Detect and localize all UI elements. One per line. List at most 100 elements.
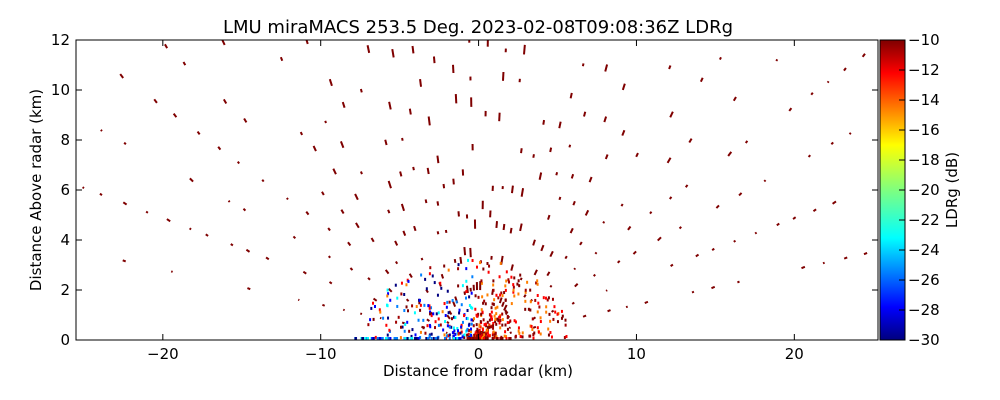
echo-pixel	[505, 335, 508, 339]
echo-pixel	[553, 305, 556, 309]
echo-pixel	[480, 312, 483, 316]
echo-streak	[387, 180, 392, 189]
colorbar-tick-label: −12	[908, 61, 940, 79]
echo-streak	[688, 138, 693, 144]
echo-ground-pixel	[458, 337, 461, 340]
echo-pixel	[419, 308, 422, 312]
echo-streak	[666, 157, 672, 164]
echo-pixel	[479, 325, 482, 329]
echo-pixel	[464, 296, 467, 300]
echo-pixel	[426, 324, 429, 328]
echo-pixel	[447, 311, 450, 315]
echo-pixel	[422, 326, 425, 330]
echo-pixel	[492, 324, 495, 328]
echo-streak	[807, 154, 811, 158]
echo-pixel	[437, 323, 440, 327]
echo-streak	[332, 168, 337, 175]
echo-streak	[408, 273, 413, 279]
echo-streak	[265, 256, 270, 261]
echo-streak	[532, 154, 535, 158]
echo-pixel	[545, 296, 548, 300]
echo-pixel	[504, 288, 507, 292]
echo-pixel	[434, 320, 437, 324]
echo-pixel	[474, 331, 477, 335]
echo-pixel	[448, 300, 451, 304]
echo-streak	[236, 161, 240, 165]
echo-pixel	[483, 323, 486, 327]
echo-pixel	[501, 294, 504, 298]
echo-pixel	[481, 295, 484, 299]
echo-pixel	[460, 303, 463, 307]
plot-frame	[75, 39, 879, 341]
echo-pixel	[499, 318, 502, 322]
echo-pixel	[490, 306, 493, 310]
echo-pixel	[486, 330, 489, 334]
echo-streak	[394, 240, 399, 246]
colorbar-ticks: −10 −12 −14 −16 −18 −20 −22 −24 −26 −28 −30	[899, 31, 940, 349]
echo-pixel	[493, 335, 496, 339]
echo-streak	[555, 171, 559, 176]
echo-streak	[495, 221, 499, 229]
echo-streak	[632, 250, 637, 255]
echo-pixel	[513, 319, 516, 323]
echo-pixel	[395, 320, 398, 324]
echo-pixel	[436, 293, 439, 297]
echo-streak	[861, 53, 866, 58]
echo-streak	[699, 77, 704, 83]
echo-pixel	[396, 304, 399, 308]
echo-pixel	[477, 295, 480, 299]
echo-streak	[737, 280, 740, 284]
echo-ground-pixel	[484, 337, 487, 340]
echo-streak	[533, 269, 538, 276]
echo-pixel	[422, 318, 425, 322]
echo-streak	[243, 117, 248, 123]
echo-pixel	[411, 304, 414, 308]
echo-pixel	[506, 327, 509, 331]
data-layer	[82, 40, 868, 340]
echo-pixel	[505, 279, 508, 283]
echo-pixel	[517, 326, 520, 330]
echo-pixel	[474, 307, 477, 311]
echo-streak	[649, 211, 653, 215]
echo-streak	[569, 227, 574, 234]
echo-pixel	[495, 293, 498, 297]
echo-ground-pixel	[466, 337, 469, 340]
echo-pixel	[372, 301, 375, 305]
echo-pixel	[542, 296, 545, 300]
echo-ground-pixel	[505, 337, 508, 340]
echo-pixel	[529, 288, 532, 292]
echo-pixel	[385, 323, 388, 327]
echo-ground-pixel	[406, 337, 409, 340]
echo-streak	[324, 120, 327, 124]
echo-streak	[520, 188, 525, 197]
echo-pixel	[434, 326, 437, 330]
colorbar-label: LDRg (dB)	[943, 152, 961, 228]
echo-pixel	[424, 331, 427, 335]
colorbar-tick-label: −18	[908, 151, 940, 169]
echo-streak	[153, 98, 158, 104]
echo-streak	[340, 209, 345, 215]
echo-pixel	[470, 322, 473, 326]
echo-pixel	[549, 319, 552, 323]
echo-ground-pixel	[509, 337, 512, 340]
echo-streak	[822, 261, 825, 265]
echo-pixel	[471, 275, 474, 279]
echo-streak	[592, 273, 596, 277]
echo-pixel	[499, 293, 502, 297]
echo-pixel	[506, 321, 509, 325]
echo-pixel	[437, 311, 440, 315]
echo-streak	[230, 243, 234, 247]
echo-ground-pixel	[435, 337, 438, 340]
echo-pixel	[468, 303, 471, 307]
echo-pixel	[501, 323, 504, 327]
echo-streak	[247, 287, 251, 291]
x-axis-label: Distance from radar (km)	[383, 362, 573, 380]
echo-pixel	[428, 323, 431, 327]
echo-streak	[573, 267, 577, 271]
echo-pixel	[470, 333, 473, 337]
echo-pixel	[492, 321, 495, 325]
echo-pixel	[404, 322, 407, 326]
echo-pixel	[457, 263, 460, 267]
echo-streak	[100, 129, 103, 132]
echo-streak	[583, 111, 587, 117]
